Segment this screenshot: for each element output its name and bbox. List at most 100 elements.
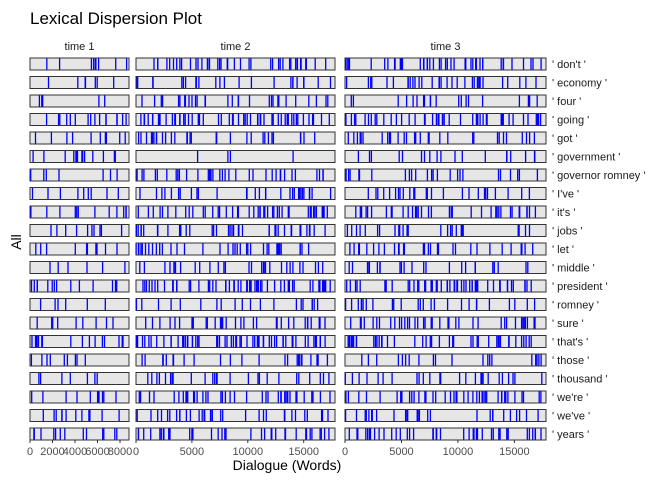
word-label: ' president '	[552, 281, 608, 293]
dispersion-row	[344, 279, 547, 293]
x-tick-label: 10000	[443, 446, 474, 458]
dispersion-row	[29, 316, 130, 330]
word-label: ' don't '	[552, 59, 586, 71]
word-label: ' that's '	[552, 337, 588, 349]
dispersion-row	[29, 94, 130, 108]
row-background	[135, 57, 336, 71]
x-axis-label: Dialogue (Words)	[233, 457, 342, 473]
row-background	[135, 150, 336, 163]
dispersion-row	[344, 427, 547, 441]
dispersion-row	[344, 372, 547, 385]
dispersion-row	[135, 242, 336, 256]
x-tick-label: 8000	[108, 446, 132, 458]
dispersion-row	[135, 390, 336, 404]
word-label: ' it's '	[552, 207, 575, 219]
dispersion-row	[135, 150, 336, 163]
dispersion-row	[29, 168, 130, 182]
row-background	[135, 205, 336, 219]
row-background	[29, 353, 130, 367]
dispersion-row	[29, 57, 130, 71]
row-background	[29, 94, 130, 108]
dispersion-row	[344, 316, 547, 330]
row-background	[344, 94, 547, 108]
row-background	[344, 76, 547, 89]
word-label: ' thousand '	[552, 374, 608, 386]
dispersion-row	[344, 224, 547, 237]
row-background	[135, 372, 336, 385]
dispersion-row	[29, 390, 130, 404]
row-background	[29, 57, 130, 71]
word-label: ' going '	[552, 115, 589, 127]
x-tick-label: 6000	[85, 446, 109, 458]
word-label: ' jobs '	[552, 226, 583, 238]
dispersion-row	[135, 187, 336, 200]
dispersion-row	[344, 131, 547, 145]
word-label: ' those '	[552, 355, 589, 367]
dispersion-row	[29, 76, 130, 89]
x-tick-label: 0	[27, 446, 33, 458]
row-background	[344, 335, 547, 348]
word-label: ' middle '	[552, 263, 595, 275]
word-label: ' government '	[552, 152, 620, 164]
dispersion-row	[29, 113, 130, 126]
row-background	[344, 372, 547, 385]
dispersion-row	[344, 261, 547, 274]
row-background	[344, 168, 547, 182]
dispersion-row	[344, 76, 547, 89]
row-background	[29, 316, 130, 330]
dispersion-row	[135, 113, 336, 126]
word-label: ' we're '	[552, 392, 588, 404]
dispersion-row	[135, 76, 336, 89]
dispersion-row	[29, 224, 130, 237]
x-tick-label: 0	[133, 446, 139, 458]
dispersion-row	[135, 372, 336, 385]
dispersion-row	[29, 261, 130, 274]
row-background	[344, 261, 547, 274]
dispersion-row	[29, 372, 130, 385]
word-label: ' got '	[552, 133, 578, 145]
dispersion-row	[135, 335, 336, 348]
panel-strips: time 1 time 2 time 3	[65, 41, 461, 53]
dispersion-row	[29, 242, 130, 256]
dispersion-row	[29, 205, 130, 219]
dispersion-row	[344, 409, 547, 422]
panel-title: time 1	[65, 41, 95, 53]
word-label: ' I've '	[552, 189, 579, 201]
row-background	[344, 150, 547, 163]
row-background	[29, 390, 130, 404]
x-tick-label: 4000	[63, 446, 87, 458]
dispersion-row	[135, 94, 336, 108]
row-background	[29, 205, 130, 219]
dispersion-row	[344, 335, 547, 348]
panel-grid	[29, 57, 547, 441]
row-background	[135, 94, 336, 108]
row-background	[344, 242, 547, 256]
dispersion-row	[344, 390, 547, 404]
row-background	[344, 353, 547, 367]
row-background	[135, 76, 336, 89]
x-tick-label: 10000	[233, 446, 264, 458]
row-background	[29, 150, 130, 163]
row-background	[135, 187, 336, 200]
dispersion-row	[135, 168, 336, 182]
chart-title: Lexical Dispersion Plot	[30, 9, 202, 28]
row-background	[135, 279, 336, 293]
dispersion-row	[135, 205, 336, 219]
word-label: ' governor romney '	[552, 170, 645, 182]
row-background	[344, 205, 547, 219]
dispersion-row	[135, 224, 336, 237]
dispersion-row	[344, 205, 547, 219]
row-background	[344, 409, 547, 422]
word-label: ' romney '	[552, 300, 599, 312]
word-label: ' let '	[552, 244, 574, 256]
x-tick-label: 2000	[40, 446, 64, 458]
y-axis-label: All	[8, 234, 24, 250]
row-background	[29, 335, 130, 348]
dispersion-row	[29, 353, 130, 367]
row-background	[29, 224, 130, 237]
row-background	[29, 187, 130, 200]
dispersion-row	[344, 113, 547, 126]
dispersion-row	[344, 94, 547, 108]
row-background	[344, 279, 547, 293]
